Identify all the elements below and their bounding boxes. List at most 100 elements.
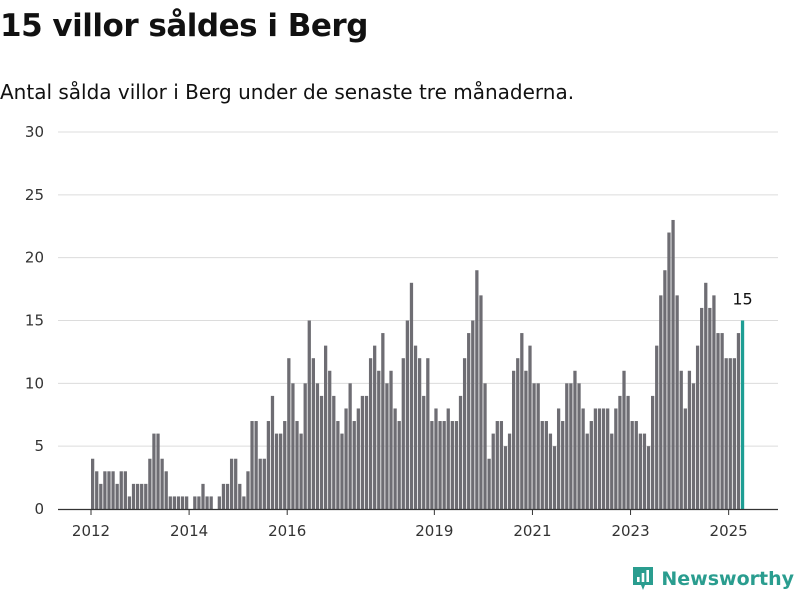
bar (336, 421, 340, 509)
bar (589, 421, 593, 509)
bar (348, 383, 352, 509)
bar (201, 483, 205, 509)
bar (638, 433, 642, 509)
bar (512, 370, 516, 509)
bar (528, 345, 532, 509)
bar (646, 446, 651, 509)
bar (307, 320, 311, 509)
bar (393, 408, 397, 509)
bar (679, 370, 683, 509)
x-axis: 2012 2014 2016 2019 2021 2023 2025 (58, 508, 778, 540)
bar (99, 483, 103, 509)
bar (606, 408, 610, 509)
bar (123, 471, 127, 509)
bar (140, 483, 144, 509)
bar (328, 370, 332, 509)
bar (270, 395, 275, 509)
bar (111, 471, 115, 509)
bar (552, 446, 557, 509)
bar (373, 345, 377, 509)
x-tick-label: 2021 (513, 522, 551, 540)
bar (532, 383, 536, 509)
bar (418, 358, 422, 509)
y-tick-label: 15 (25, 312, 44, 330)
bar (401, 358, 405, 509)
bar (450, 421, 454, 509)
bar (221, 483, 226, 509)
bar (229, 458, 234, 509)
bar (467, 333, 471, 509)
bar (364, 395, 369, 509)
bar (385, 383, 389, 509)
bar (262, 458, 266, 509)
bar (438, 421, 442, 509)
bar (716, 333, 720, 509)
bar (283, 421, 287, 509)
bar (356, 408, 360, 509)
bar (732, 358, 737, 509)
bar (569, 383, 573, 509)
chart-subtitle: Antal sålda villor i Berg under de senas… (0, 80, 575, 104)
bar (597, 408, 602, 509)
bar (503, 446, 508, 509)
bar (462, 358, 467, 509)
bar (303, 383, 307, 509)
bar (700, 307, 704, 509)
bar (483, 383, 487, 509)
bar (434, 408, 438, 509)
bar (115, 483, 119, 509)
bar (168, 496, 172, 509)
bar (107, 471, 111, 509)
bar (675, 295, 679, 509)
bar (487, 458, 491, 509)
bar (499, 421, 504, 509)
bar (446, 408, 450, 509)
newsworthy-logo-icon (633, 567, 654, 590)
bar (135, 483, 140, 509)
bar (454, 421, 459, 509)
y-tick-label: 10 (25, 374, 44, 392)
bar (495, 421, 499, 509)
bar (172, 496, 177, 509)
bar (507, 433, 512, 509)
bar (724, 358, 728, 509)
bar (185, 496, 189, 509)
bar (471, 320, 475, 509)
bar (225, 483, 230, 509)
brand[interactable]: Newsworthy (631, 564, 794, 594)
chart-title: 15 villor såldes i Berg (0, 8, 368, 44)
bar (458, 395, 463, 509)
bar (217, 496, 221, 509)
bar (565, 383, 569, 509)
bar (593, 408, 598, 509)
bar (287, 358, 291, 509)
bar (205, 496, 209, 509)
bar (291, 383, 295, 509)
x-tick-label: 2014 (170, 522, 208, 540)
bar (618, 395, 622, 509)
bar (573, 370, 577, 509)
bar (422, 395, 426, 509)
bar (409, 282, 414, 509)
y-axis-labels: 0 5 10 15 20 25 30 (25, 123, 44, 518)
bar (234, 458, 238, 509)
bar (577, 383, 581, 509)
bar (712, 295, 716, 509)
bar (405, 320, 410, 509)
bar (193, 496, 197, 509)
x-tick-label: 2023 (611, 522, 649, 540)
bar (581, 408, 585, 509)
bar (352, 421, 356, 509)
bar (246, 471, 250, 509)
bar (667, 232, 671, 509)
bar (720, 333, 724, 509)
bar (430, 421, 434, 509)
bars (91, 219, 745, 509)
bar (103, 471, 107, 509)
bar (413, 345, 418, 509)
bar (91, 458, 95, 509)
bar (540, 421, 544, 509)
bar (156, 433, 160, 509)
bar (180, 496, 185, 509)
